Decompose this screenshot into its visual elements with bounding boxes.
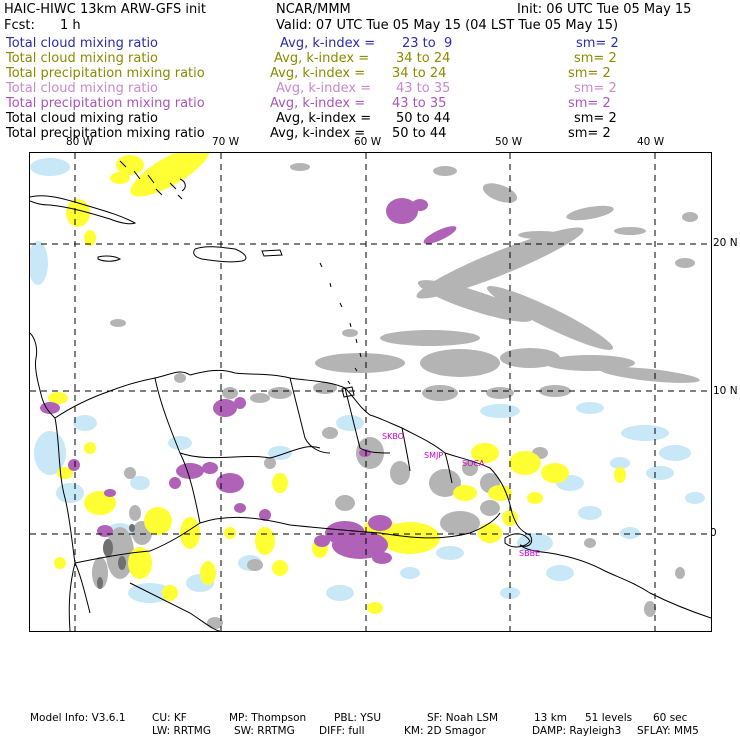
field-sm: sm= 2 [574,81,617,96]
field-k: 23 to 9 [402,36,453,51]
field-k: 34 to 24 [396,51,451,66]
field-sm: sm= 2 [576,36,619,51]
forecast-map: SKBO SMJP SOCA SBBE [30,153,711,631]
footer-item: CU: KF [152,712,187,724]
field-k: 50 to 44 [392,126,447,141]
init-time: Init: 06 UTC Tue 05 May 15 [517,2,692,17]
lon-label: 80 W [66,136,94,148]
lat-label: 10 N [713,385,738,397]
field-sm: sm= 2 [568,126,611,141]
field-k: 50 to 44 [396,111,451,126]
station-markers: SKBO SMJP SOCA SBBE [382,432,540,558]
lon-label: 60 W [354,136,382,148]
footer-item: 51 levels [585,712,633,724]
model-title: HAIC-HIWC 13km ARW-GFS init [4,2,206,17]
field-avg: Avg, k-index = [270,126,366,141]
footer-item: DAMP: Rayleigh3 [532,725,622,737]
lat-label: 20 N [713,237,738,249]
field-avg: Avg, k-index = [274,51,370,66]
field-name: Total cloud mixing ratio [6,81,159,96]
footer-item: LW: RRTMG [152,725,211,737]
field-name: Total precipitation mixing ratio [6,96,205,111]
lon-label: 50 W [495,136,523,148]
field-avg: Avg, k-index = [276,111,372,126]
field-k: 43 to 35 [392,96,447,111]
field-sm: sm= 2 [574,51,617,66]
lon-label: 40 W [637,136,665,148]
field-name: Total cloud mixing ratio [6,51,159,66]
field-avg: Avg, k-index = [270,96,366,111]
field-name: Total cloud mixing ratio [6,36,159,51]
field-name: Total cloud mixing ratio [6,111,159,126]
field-avg: Avg, k-index = [276,81,372,96]
footer-item: SW: RRTMG [234,725,295,737]
valid-time: Valid: 07 UTC Tue 05 May 15 (04 LST Tue … [276,18,619,33]
footer-item: Model Info: V3.6.1 [30,712,126,724]
field-avg: Avg, k-index = [270,66,366,81]
coastlines [30,160,711,631]
field-k: 43 to 35 [396,81,451,96]
footer-item: SF: Noah LSM [427,712,499,724]
station-label: SKBO [382,432,404,441]
field-name: Total precipitation mixing ratio [6,66,205,81]
cloud-field-gray [92,163,700,629]
org-label: NCAR/MMM [276,2,351,17]
footer-item: PBL: YSU [334,712,382,724]
field-avg: Avg, k-index = [280,36,376,51]
station-label: SMJP [424,451,443,460]
field-k: 34 to 24 [392,66,447,81]
lon-label: 70 W [212,136,240,148]
precip-field-purple [40,198,457,564]
footer-item: KM: 2D Smagor [404,725,486,737]
field-sm: sm= 2 [568,66,611,81]
footer-item: 13 km [534,712,568,724]
field-sm: sm= 2 [568,96,611,111]
fcst-value: 1 h [60,18,81,33]
footer-item: MP: Thompson [229,712,307,724]
cloud-field-light-blue [30,158,705,603]
footer-item: 60 sec [653,712,688,724]
fcst-label: Fcst: [4,18,35,33]
graticule [30,153,711,631]
footer-item: DIFF: full [319,725,365,737]
cloud-core-dark-gray [97,524,135,589]
station-label: SOCA [462,459,485,468]
map-panel: SKBO SMJP SOCA SBBE [29,152,712,632]
lat-label: 0 [710,527,717,539]
field-name: Total precipitation mixing ratio [6,126,205,141]
footer-item: SFLAY: MM5 [637,725,699,737]
field-sm: sm= 2 [574,111,617,126]
station-label: SBBE [519,549,540,558]
